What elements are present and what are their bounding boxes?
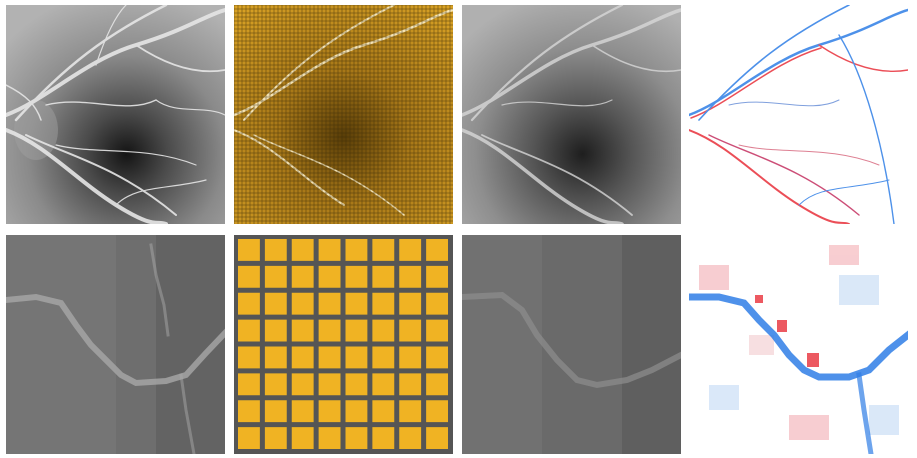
patch-cell xyxy=(291,400,314,423)
patch-cell xyxy=(345,427,368,449)
patch-cell xyxy=(426,400,448,423)
fundus-image-full xyxy=(6,5,225,224)
patch-cell xyxy=(372,319,395,342)
patch-cell xyxy=(372,292,395,315)
fundus-reconstruction-full xyxy=(462,5,681,224)
patch-cell xyxy=(238,400,260,423)
patch-cell xyxy=(399,292,422,315)
patch-cell xyxy=(318,292,341,315)
difference-map-crop xyxy=(689,235,908,454)
patch-cell xyxy=(238,319,260,342)
fundus-image-grid-overlay xyxy=(234,5,453,224)
fundus-reconstruction-crop xyxy=(462,235,681,454)
fundus-reconstruction-crop-graphic xyxy=(462,235,681,454)
patch-cell xyxy=(318,427,341,449)
patch-cell xyxy=(264,292,287,315)
patch-cell xyxy=(264,319,287,342)
patch-cell xyxy=(372,265,395,288)
patch-cell xyxy=(291,427,314,449)
patch-cell xyxy=(238,346,260,369)
patch-cell xyxy=(238,265,260,288)
patch-cell xyxy=(318,319,341,342)
patch-cell xyxy=(399,373,422,396)
patch-cell xyxy=(399,239,422,261)
patch-cell xyxy=(399,265,422,288)
patch-cell xyxy=(291,265,314,288)
patch-cell xyxy=(238,427,260,449)
patch-cell xyxy=(264,427,287,449)
patch-cell xyxy=(372,400,395,423)
patch-cell xyxy=(318,239,341,261)
patch-cell xyxy=(426,239,448,261)
patch-cell xyxy=(264,346,287,369)
patch-cell xyxy=(345,239,368,261)
patch-cell xyxy=(238,239,260,261)
patch-cell xyxy=(345,319,368,342)
patch-cell xyxy=(291,346,314,369)
difference-map-full-graphic xyxy=(689,5,908,224)
patch-cell xyxy=(264,400,287,423)
patch-cell xyxy=(264,373,287,396)
patch-cell xyxy=(372,427,395,449)
patch-cell xyxy=(291,239,314,261)
fundus-reconstruction-full-graphic xyxy=(462,5,681,224)
difference-map-crop-graphic xyxy=(689,235,908,454)
patch-cell xyxy=(345,400,368,423)
patch-cell xyxy=(238,373,260,396)
patch-cell xyxy=(318,373,341,396)
patch-cell xyxy=(399,400,422,423)
difference-map-full xyxy=(689,5,908,224)
patch-cell xyxy=(345,292,368,315)
patch-cell xyxy=(318,265,341,288)
patch-cell xyxy=(426,265,448,288)
fundus-crop-patch-grid xyxy=(234,235,453,454)
patch-cell xyxy=(399,427,422,449)
patch-cell xyxy=(372,346,395,369)
fundus-image-crop-graphic xyxy=(6,235,225,454)
patch-cell xyxy=(426,346,448,369)
patch-cell xyxy=(291,319,314,342)
patch-cell xyxy=(426,373,448,396)
patch-grid xyxy=(238,239,448,449)
patch-cell xyxy=(399,319,422,342)
vessels xyxy=(6,5,225,224)
patch-cell xyxy=(345,346,368,369)
patch-grid-graphic xyxy=(234,235,453,454)
patch-cell xyxy=(372,373,395,396)
patch-cell xyxy=(238,292,260,315)
patch-cell xyxy=(426,427,448,449)
patch-cell xyxy=(264,239,287,261)
patch-cell xyxy=(372,239,395,261)
patch-cell xyxy=(399,346,422,369)
fundus-image-crop xyxy=(6,235,225,454)
patch-cell xyxy=(291,292,314,315)
patch-cell xyxy=(426,292,448,315)
patch-cell xyxy=(426,319,448,342)
patch-cell xyxy=(264,265,287,288)
fundus-image-full-graphic xyxy=(6,5,225,224)
patch-cell xyxy=(318,400,341,423)
fundus-grid-overlay-graphic xyxy=(234,5,453,224)
patch-cell xyxy=(291,373,314,396)
patch-cell xyxy=(345,265,368,288)
patch-cell xyxy=(345,373,368,396)
patch-cell xyxy=(318,346,341,369)
